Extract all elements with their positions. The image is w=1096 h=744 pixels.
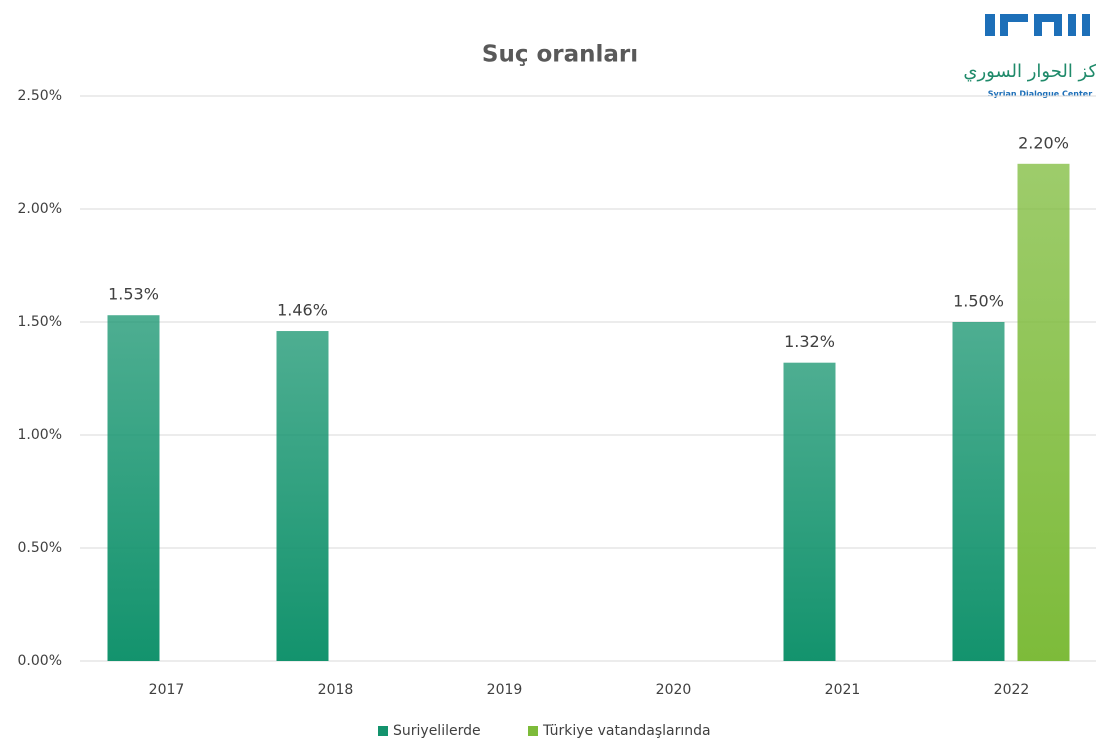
legend-label: Suriyelilerde — [393, 723, 481, 739]
legend-label: Türkiye vatandaşlarında — [542, 723, 711, 739]
x-tick-label: 2017 — [149, 682, 185, 698]
bar — [783, 362, 836, 661]
bar — [276, 331, 329, 661]
bar — [952, 322, 1005, 661]
data-label: 1.50% — [953, 292, 1004, 311]
data-label: 2.20% — [1018, 133, 1069, 152]
logo-english: Syrian Dialogue Center — [988, 90, 1092, 99]
y-tick-label: 0.00% — [18, 653, 62, 669]
bar — [107, 315, 160, 661]
y-tick-label: 2.00% — [18, 201, 62, 217]
logo-arabic: مركز الحوار السوري — [963, 61, 1096, 82]
logo: مركز الحوار السوري Syrian Dialogue Cente… — [963, 14, 1096, 99]
data-label: 1.46% — [277, 301, 328, 320]
chart-title: Suç oranları — [482, 42, 638, 68]
x-tick-label: 2022 — [994, 682, 1030, 698]
y-tick-label: 0.50% — [18, 540, 62, 556]
legend-swatch — [528, 726, 538, 736]
x-tick-label: 2021 — [825, 682, 861, 698]
logo-mark — [985, 14, 1090, 36]
y-tick-label: 1.50% — [18, 314, 62, 330]
legend-swatch — [378, 726, 388, 736]
y-tick-label: 1.00% — [18, 427, 62, 443]
x-tick-label: 2019 — [487, 682, 523, 698]
x-tick-label: 2020 — [656, 682, 692, 698]
y-tick-label: 2.50% — [18, 88, 62, 104]
data-label: 1.53% — [108, 285, 159, 304]
x-tick-label: 2018 — [318, 682, 354, 698]
data-label: 1.32% — [784, 332, 835, 351]
bar — [1017, 163, 1070, 662]
